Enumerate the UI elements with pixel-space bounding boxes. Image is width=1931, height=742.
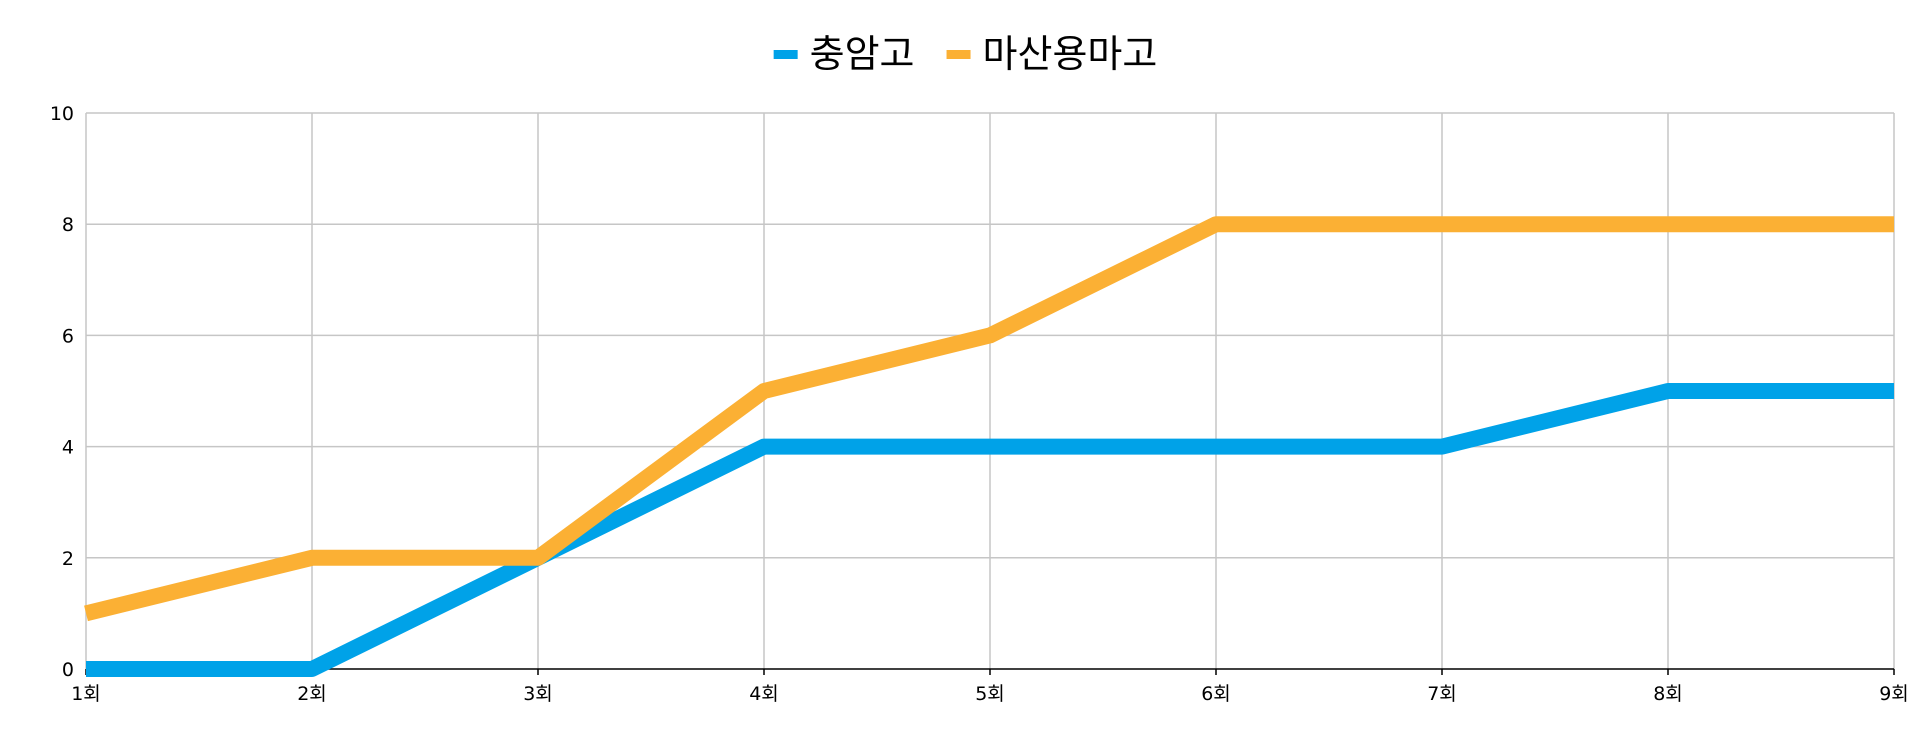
y-tick-label: 8	[62, 214, 74, 236]
x-tick-label: 1회	[71, 683, 101, 705]
y-tick-label: 10	[50, 103, 74, 125]
legend-item-1: 충암고	[773, 32, 915, 76]
y-tick-label: 4	[62, 437, 74, 459]
legend-swatch	[946, 50, 971, 59]
legend-label: 마산용마고	[983, 32, 1158, 76]
grid	[85, 112, 1895, 669]
x-tick-label: 6회	[1201, 683, 1231, 705]
tick-labels: 0 2 4 6 8 10 1회 2회 3회 4회 5회 6회 7회 8회 9회	[50, 103, 1909, 705]
legend-label: 충암고	[810, 32, 915, 76]
x-tick-label: 8회	[1653, 683, 1683, 705]
x-tick-label: 7회	[1427, 683, 1457, 705]
x-tick-label: 2회	[297, 683, 327, 705]
y-tick-label: 2	[62, 548, 74, 570]
x-tick-label: 4회	[749, 683, 779, 705]
legend-item-2: 마산용마고	[946, 32, 1158, 76]
legend-swatch	[773, 50, 798, 59]
x-tick-label: 3회	[523, 683, 553, 705]
x-tick-label: 5회	[975, 683, 1005, 705]
axes	[85, 668, 1895, 675]
y-tick-label: 0	[62, 659, 74, 681]
y-tick-label: 6	[62, 325, 74, 347]
legend: 충암고 마산용마고	[773, 32, 1158, 76]
x-tick-label: 9회	[1879, 683, 1909, 705]
series-lines	[84, 216, 1895, 677]
